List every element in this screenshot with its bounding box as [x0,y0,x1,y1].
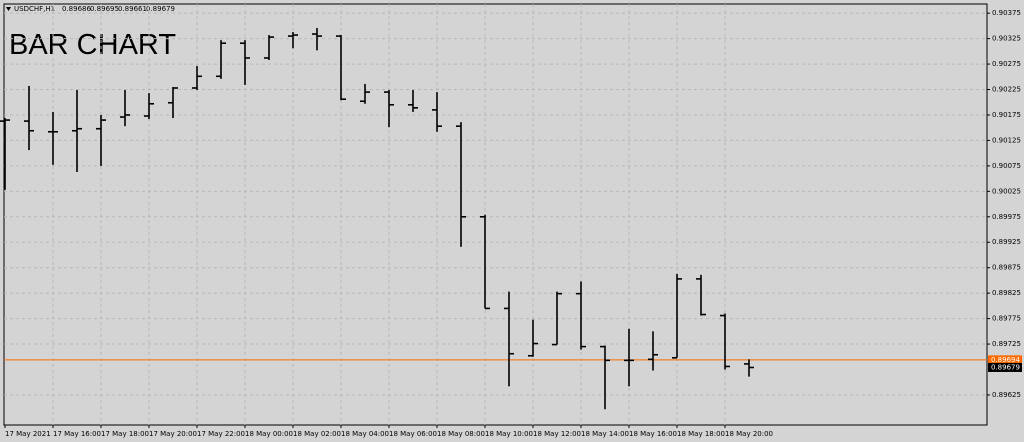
y-tick-label: 0.90025 [992,187,1021,195]
y-tick-label: 0.90125 [992,136,1021,144]
header-high: 0.89695 [90,5,119,13]
y-tick-label: 0.89625 [992,391,1021,399]
chart-title: BAR CHART [9,29,176,61]
y-tick-label: 0.90175 [992,111,1021,119]
x-tick-label: 18 May 06:00 [389,430,437,438]
y-tick-label: 0.89875 [992,264,1021,272]
x-tick-label: 18 May 12:00 [533,430,581,438]
header-low: 0.89661 [118,5,147,13]
y-tick-label: 0.90075 [992,162,1021,170]
x-tick-label: 18 May 04:00 [341,430,389,438]
x-tick-label: 18 May 16:00 [629,430,677,438]
x-tick-label: 18 May 08:00 [437,430,485,438]
y-tick-label: 0.90325 [992,35,1021,43]
y-tick-label: 0.89825 [992,289,1021,297]
header-close: 0.89679 [146,5,175,13]
x-tick-label: 17 May 2021 [5,430,51,438]
last-close-label: 0.89679 [991,363,1020,371]
x-tick-label: 17 May 20:00 [149,430,197,438]
y-tick-label: 0.90375 [992,9,1021,17]
price-line-label: 0.89694 [991,356,1020,364]
x-tick-label: 18 May 14:00 [581,430,629,438]
y-tick-label: 0.89725 [992,340,1021,348]
x-tick-label: 18 May 02:00 [293,430,341,438]
x-tick-label: 17 May 18:00 [101,430,149,438]
x-tick-label: 18 May 20:00 [725,430,773,438]
last-close-label-box [988,362,1022,372]
x-tick-label: 18 May 10:00 [485,430,533,438]
x-tick-label: 18 May 18:00 [677,430,725,438]
y-tick-label: 0.89925 [992,238,1021,246]
x-tick-label: 18 May 00:00 [245,430,293,438]
symbol-menu-arrow[interactable] [6,7,11,11]
x-tick-label: 17 May 22:00 [197,430,245,438]
symbol: USDCHF,H1 [14,5,55,13]
header-open: 0.89686 [62,5,91,13]
plot-frame [3,3,988,426]
price-line-label-box [988,355,1022,365]
y-tick-label: 0.90225 [992,86,1021,94]
x-tick-label: 17 May 16:00 [53,430,101,438]
y-tick-label: 0.89975 [992,213,1021,221]
y-tick-label: 0.90275 [992,60,1021,68]
y-tick-label: 0.89775 [992,315,1021,323]
